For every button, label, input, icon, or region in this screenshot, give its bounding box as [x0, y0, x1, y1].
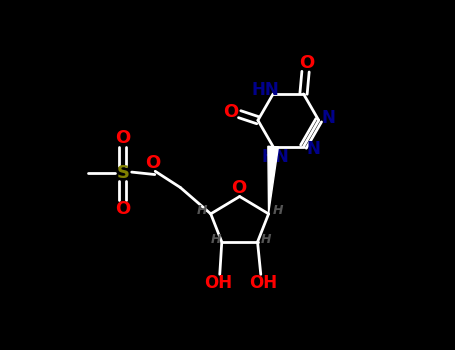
- Text: HN: HN: [261, 148, 289, 166]
- Text: O: O: [115, 199, 131, 218]
- Polygon shape: [268, 146, 278, 214]
- Text: O: O: [299, 54, 314, 72]
- Text: H: H: [272, 204, 283, 217]
- Text: HN: HN: [252, 81, 280, 99]
- Text: H: H: [211, 233, 221, 246]
- Text: OH: OH: [204, 274, 232, 292]
- Text: O: O: [146, 154, 161, 172]
- Text: S: S: [116, 164, 129, 182]
- Text: N: N: [307, 140, 321, 158]
- Text: O: O: [115, 129, 131, 147]
- Text: H: H: [261, 233, 272, 246]
- Text: O: O: [223, 103, 238, 121]
- Text: H: H: [197, 204, 207, 217]
- Text: OH: OH: [249, 274, 277, 292]
- Text: N: N: [322, 109, 336, 127]
- Text: O: O: [231, 178, 247, 197]
